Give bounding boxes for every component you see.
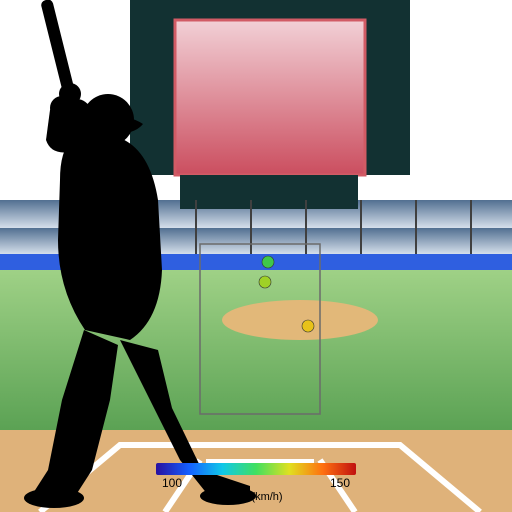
legend-tick-min: 100 xyxy=(162,476,182,490)
pitch-marker xyxy=(262,256,274,268)
velocity-legend: 100 150 球速(km/h) xyxy=(156,463,356,504)
scoreboard-base xyxy=(180,175,358,209)
scoreboard-screen xyxy=(175,20,365,175)
legend-label: 球速(km/h) xyxy=(156,488,356,504)
pitch-marker xyxy=(259,276,271,288)
legend-tick-max: 150 xyxy=(330,476,350,490)
legend-gradient-bar xyxy=(156,463,356,475)
pitch-marker xyxy=(302,320,314,332)
pitchers-mound xyxy=(222,300,378,340)
stadium-scene xyxy=(0,0,512,512)
pitch-location-chart: 100 150 球速(km/h) xyxy=(0,0,512,512)
